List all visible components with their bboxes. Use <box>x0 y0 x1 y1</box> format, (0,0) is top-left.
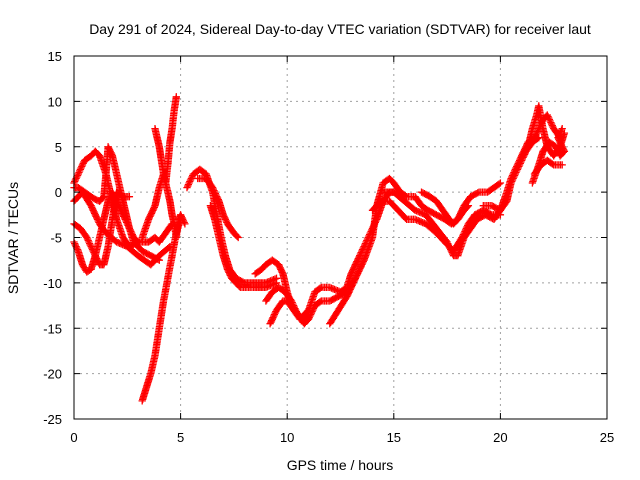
x-tick-label: 5 <box>177 430 184 445</box>
y-tick-label: -15 <box>43 321 62 336</box>
data-point-marker <box>155 256 163 264</box>
data-point-marker <box>558 161 566 169</box>
y-tick-label: -5 <box>50 231 62 246</box>
data-point-marker <box>496 179 505 187</box>
data-point-marker <box>316 284 324 292</box>
x-tick-label: 10 <box>280 430 294 445</box>
y-axis-label: SDTVAR / TECUs <box>5 182 21 294</box>
y-tick-label: -10 <box>43 276 62 291</box>
series-track-22 <box>530 156 566 178</box>
y-tick-label: 15 <box>48 49 62 64</box>
data-point-marker <box>495 180 503 188</box>
data-point-marker <box>401 192 409 200</box>
data-point-marker <box>181 220 189 228</box>
data-point-marker <box>233 232 241 241</box>
x-tick-label: 25 <box>600 430 614 445</box>
data-point-marker <box>125 193 134 201</box>
y-tick-label: -25 <box>43 412 62 427</box>
x-tick-label: 15 <box>387 430 401 445</box>
data-point-marker <box>99 194 107 202</box>
series-track-11 <box>206 202 281 292</box>
series-track-21 <box>528 124 569 187</box>
data-points <box>70 93 569 405</box>
data-point-marker <box>235 282 243 290</box>
data-point-marker <box>376 198 384 206</box>
data-point-marker <box>234 233 242 242</box>
data-point-marker <box>548 160 557 168</box>
x-axis-label: GPS time / hours <box>287 457 394 473</box>
x-tick-label: 20 <box>493 430 507 445</box>
chart-title: Day 291 of 2024, Sidereal Day-to-day VTE… <box>89 21 591 37</box>
data-point-marker <box>176 215 185 223</box>
y-tick-label: 0 <box>55 185 62 200</box>
data-point-marker <box>172 93 180 101</box>
data-point-marker <box>272 279 281 287</box>
grid-lines <box>74 56 607 419</box>
data-point-marker <box>316 298 324 306</box>
axis-ticks: 0 5 10 15 20 25 -25 -20 -15 -10 -5 0 5 10 15 <box>43 49 614 445</box>
x-tick-label: 0 <box>70 430 77 445</box>
y-tick-label: 10 <box>48 94 62 109</box>
data-point-marker <box>558 124 566 133</box>
data-point-marker <box>401 214 410 222</box>
series-track-8 <box>138 215 185 405</box>
y-tick-label: -20 <box>43 367 62 382</box>
series-track-10 <box>194 174 242 242</box>
series-track-18 <box>417 179 505 228</box>
y-tick-label: 5 <box>55 140 62 155</box>
series-track-5 <box>70 143 163 264</box>
series-track-14 <box>266 188 398 328</box>
